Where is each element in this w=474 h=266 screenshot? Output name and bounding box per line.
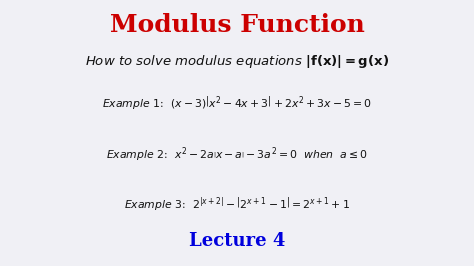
Text: $\mathit{Example\ 1}$:  $(x-3)\left|x^2 - 4x + 3\right| + 2x^2 + 3x - 5 = 0$: $\mathit{Example\ 1}$: $(x-3)\left|x^2 -… (102, 94, 372, 112)
Text: Modulus Function: Modulus Function (109, 13, 365, 37)
Text: $\mathit{Example\ 2}$:  $x^2 - 2a\left|x - a\right| - 3a^2 = 0\ \ when\ \ a \leq: $\mathit{Example\ 2}$: $x^2 - 2a\left|x … (106, 145, 368, 164)
Text: Lecture 4: Lecture 4 (189, 232, 285, 250)
Text: $\mathit{Example\ 3}$:  $2^{|x+2|} - \left|2^{x+1} - 1\right| = 2^{x+1} + 1$: $\mathit{Example\ 3}$: $2^{|x+2|} - \lef… (124, 196, 350, 213)
Text: $\bf{\it{How\ to\ solve\ modulus\ equations\ }}$$\bf{|f(x)| = g(x)}$: $\bf{\it{How\ to\ solve\ modulus\ equati… (85, 53, 389, 70)
